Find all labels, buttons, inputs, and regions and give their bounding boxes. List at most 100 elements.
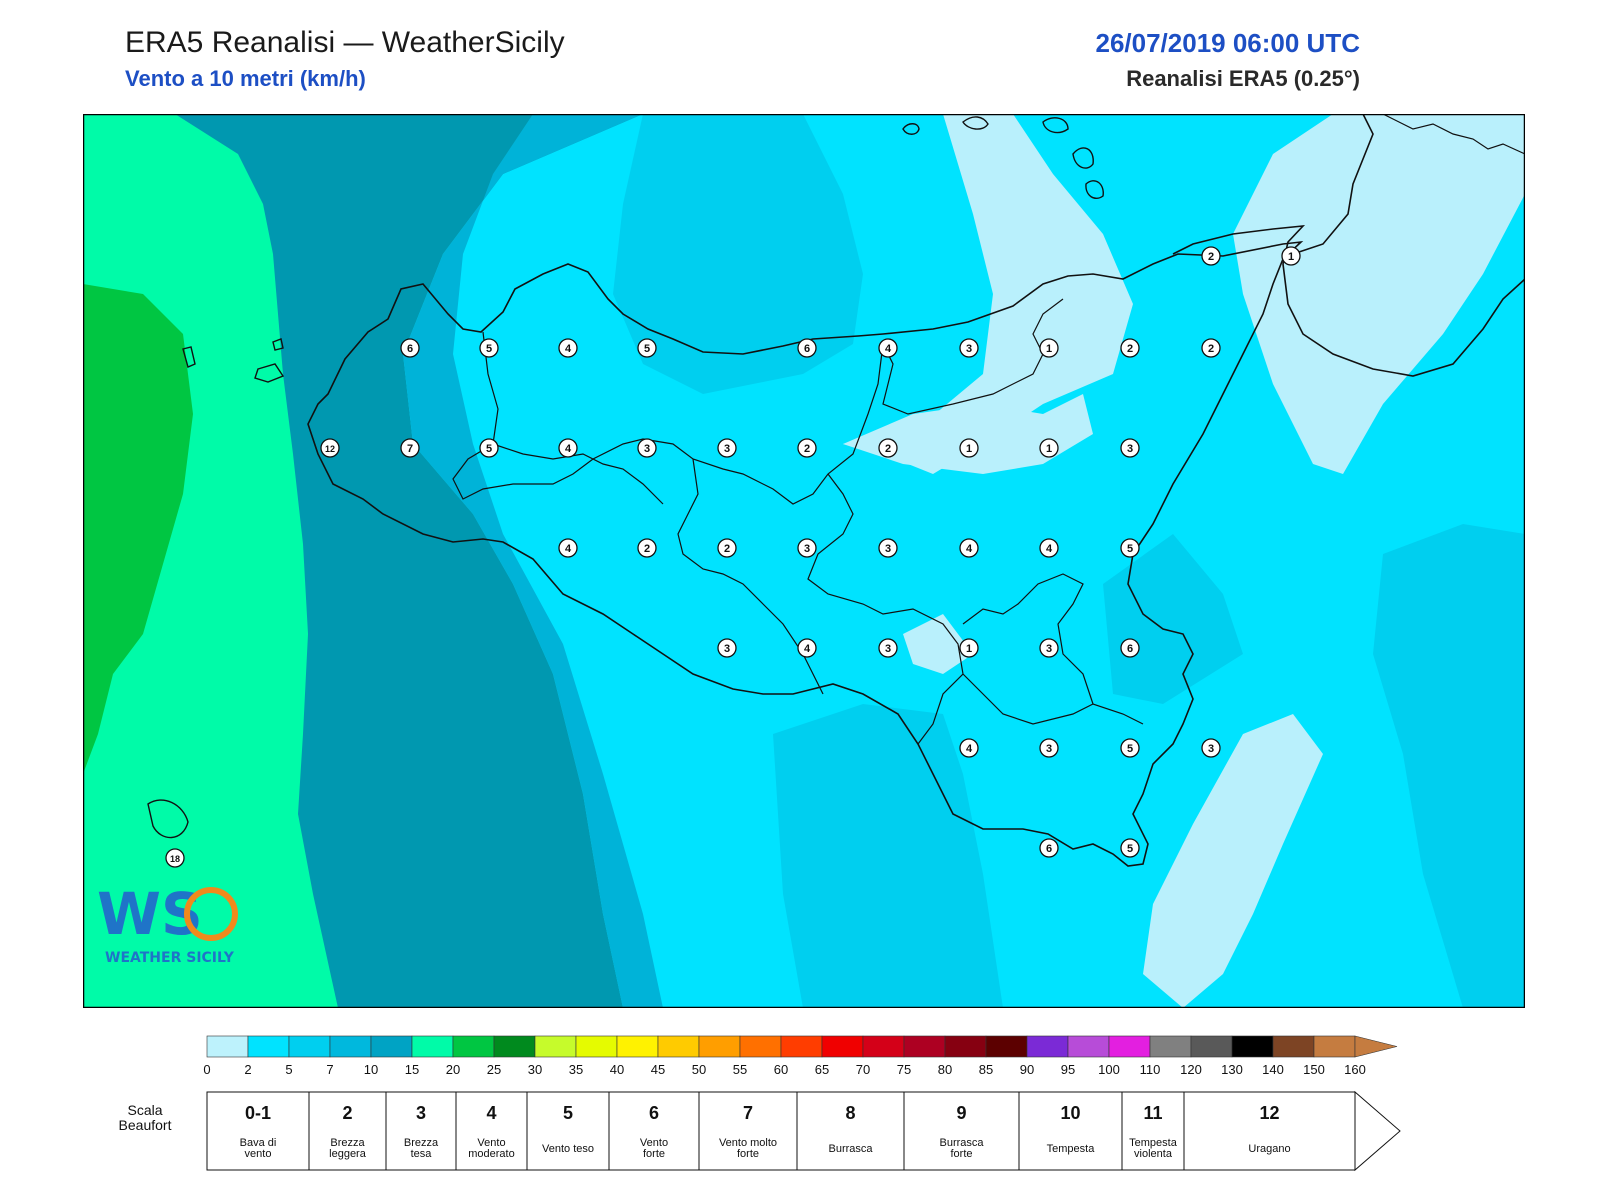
colorbar-swatch <box>370 1035 413 1058</box>
station-circle <box>1039 538 1059 558</box>
field-light-central <box>843 394 1093 474</box>
station-marker: 3 <box>959 338 979 358</box>
station-circle <box>959 638 979 658</box>
station-circle <box>1120 738 1140 758</box>
colorbar-swatch <box>1108 1035 1151 1058</box>
station-circle <box>1039 738 1059 758</box>
beaufort-cell <box>1121 1091 1185 1171</box>
colorbar-swatch <box>493 1035 536 1058</box>
beaufort-number: 6 <box>649 1103 659 1123</box>
station-value: 5 <box>644 343 650 355</box>
colorbar-swatch <box>1231 1035 1274 1058</box>
station-circle <box>1201 338 1221 358</box>
station-value: 4 <box>966 543 973 555</box>
colorbar-swatch <box>247 1035 290 1058</box>
beaufort-number: 0-1 <box>245 1103 271 1123</box>
sun-icon <box>184 887 238 941</box>
station-marker: 1 <box>1039 338 1059 358</box>
beaufort-cell <box>903 1091 1020 1171</box>
island-pantelleria <box>147 799 189 839</box>
station-value: 2 <box>1127 343 1133 355</box>
colorbar-swatch <box>452 1035 495 1058</box>
beaufort-number: 4 <box>486 1103 496 1123</box>
station-circle <box>1120 538 1140 558</box>
beaufort-cell <box>526 1091 610 1171</box>
station-marker: 5 <box>479 438 499 458</box>
colorbar-tick-label: 60 <box>774 1062 788 1077</box>
colorbar-tick-label: 35 <box>569 1062 583 1077</box>
island-lipari <box>1072 147 1094 169</box>
station-value: 3 <box>804 543 810 555</box>
station-marker: 6 <box>1120 638 1140 658</box>
station-value: 4 <box>565 343 572 355</box>
station-circle <box>1039 438 1059 458</box>
wind-map[interactable]: 6 5 4 5 6 4 3 1 2 212 7 5 4 3 3 2 2 1 1 34 2 2 3 3 4 4 53 4 3 1 3 64 3 5 3… <box>83 114 1525 1008</box>
beaufort-label: Scala Beaufort <box>119 1102 172 1133</box>
station-circle <box>797 538 817 558</box>
colorbar-swatch <box>288 1035 331 1058</box>
station-value: 3 <box>966 343 972 355</box>
station-value: 1 <box>1288 251 1294 263</box>
station-value: 6 <box>804 343 810 355</box>
colorbar-swatch <box>575 1035 618 1058</box>
station-marker: 3 <box>1201 738 1221 758</box>
station-marker: 4 <box>558 338 578 358</box>
station-circle <box>637 438 657 458</box>
station-value: 2 <box>1208 343 1214 355</box>
station-marker: 6 <box>400 338 420 358</box>
colorbar-tick-label: 25 <box>487 1062 501 1077</box>
weathersicily-logo: WS WEATHER SICILY <box>97 880 238 966</box>
beaufort-description: Brezza leggera <box>329 1137 367 1160</box>
station-circle <box>878 638 898 658</box>
beaufort-description: Uragano <box>1248 1143 1290 1155</box>
colorbar-swatch <box>534 1035 577 1058</box>
station-value: 3 <box>1127 443 1133 455</box>
station-value: 3 <box>885 643 891 655</box>
colorbar-tick-label: 130 <box>1221 1062 1243 1077</box>
station-circle <box>1120 438 1140 458</box>
station-value: 6 <box>407 343 413 355</box>
colorbar-swatch <box>1272 1035 1315 1058</box>
beaufort-description: Tempesta violenta <box>1129 1137 1178 1160</box>
colorbar-tick-label: 120 <box>1180 1062 1202 1077</box>
beaufort-number: 10 <box>1060 1103 1080 1123</box>
station-circle <box>400 438 420 458</box>
station-value: 3 <box>1046 643 1052 655</box>
station-value: 4 <box>565 443 572 455</box>
station-circle <box>1039 338 1059 358</box>
beaufort-scale: Scala Beaufort 0-1 Bava di vento 2 Brezza legg… <box>119 1090 1401 1172</box>
station-marker: 3 <box>878 538 898 558</box>
beaufort-description: Brezza tesa <box>404 1137 439 1160</box>
station-circle <box>1120 638 1140 658</box>
station-value: 7 <box>407 443 413 455</box>
station-circle <box>717 538 737 558</box>
station-marker: 4 <box>558 538 578 558</box>
station-circle <box>1039 838 1059 858</box>
station-marker: 5 <box>637 338 657 358</box>
station-value: 1 <box>966 443 972 455</box>
beaufort-description: Bava di vento <box>240 1137 277 1160</box>
calabria-coastline <box>1172 114 1525 377</box>
field-patch-5-7-east <box>1103 534 1243 704</box>
beaufort-cell <box>608 1091 700 1171</box>
colorbar-tick-label: 40 <box>610 1062 624 1077</box>
colorbar-tick-label: 45 <box>651 1062 665 1077</box>
station-circle <box>959 338 979 358</box>
field-light-northeast <box>843 114 1133 474</box>
colorbar-swatch <box>739 1035 782 1058</box>
station-value: 6 <box>1046 843 1052 855</box>
station-value: 4 <box>966 743 973 755</box>
colorbar-tick-label: 50 <box>692 1062 706 1077</box>
beaufort-cell <box>455 1091 528 1171</box>
station-marker: 2 <box>797 438 817 458</box>
station-marker: 6 <box>797 338 817 358</box>
station-marker: 4 <box>797 638 817 658</box>
station-circle <box>1120 838 1140 858</box>
station-circle <box>479 438 499 458</box>
station-marker: 6 <box>1039 838 1059 858</box>
colorbar-swatch <box>1026 1035 1069 1058</box>
beaufort-number: 9 <box>956 1103 966 1123</box>
station-circle <box>797 338 817 358</box>
colorbar-tick-label: 30 <box>528 1062 542 1077</box>
colorbar-extend-arrow <box>1354 1035 1398 1058</box>
